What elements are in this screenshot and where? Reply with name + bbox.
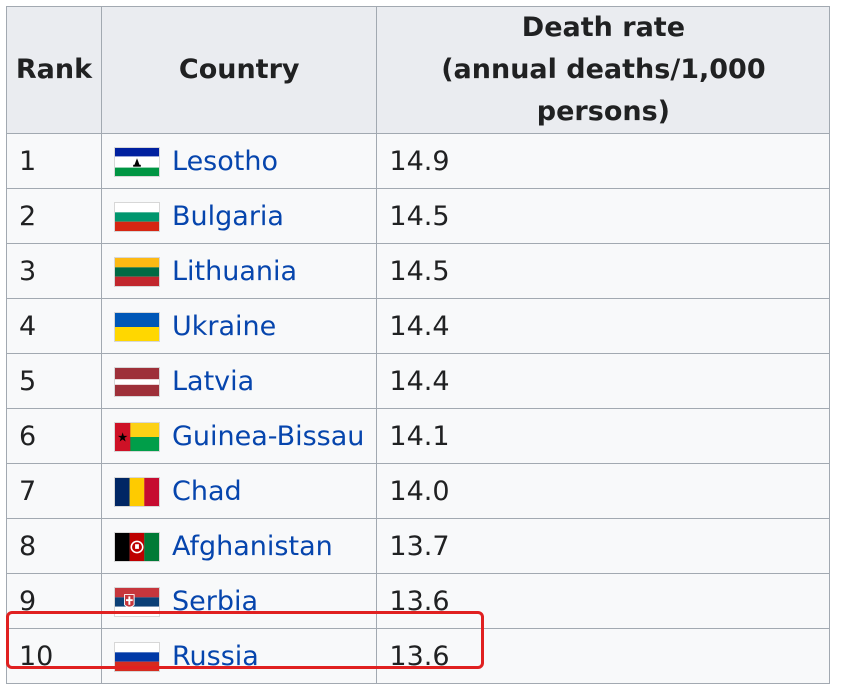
table-row: 6 Guinea-Bissau 14.1 [6, 408, 831, 464]
ukraine-flag-icon [114, 311, 160, 342]
death-rate-header-line1: Death rate [521, 12, 686, 43]
table-row: 2 Bulgaria 14.5 [6, 188, 831, 244]
table-row: 4 Ukraine 14.4 [6, 298, 831, 354]
table-header-row: Rank Country Death rate (annual deaths/1… [6, 6, 831, 134]
death-rate-cell: 13.6 [376, 628, 831, 684]
death-rate-cell: 14.5 [376, 188, 831, 244]
rank-cell: 8 [6, 518, 102, 574]
table-row: 7 Chad 14.0 [6, 463, 831, 519]
russia-flag-icon [114, 641, 160, 672]
country-cell: Lithuania [100, 243, 378, 299]
rank-cell: 1 [6, 133, 102, 189]
table-row: 8 Afghanistan 13.7 [6, 518, 831, 574]
country-cell: Guinea-Bissau [100, 408, 378, 464]
lesotho-flag-icon [114, 146, 160, 177]
country-link-russia[interactable]: Russia [172, 641, 259, 672]
country-link-lithuania[interactable]: Lithuania [172, 256, 298, 287]
rank-cell: 2 [6, 188, 102, 244]
death-rate-cell: 13.6 [376, 573, 831, 629]
rank-cell: 4 [6, 298, 102, 354]
death-rate-cell: 14.4 [376, 298, 831, 354]
country-cell: Serbia [100, 573, 378, 629]
country-link-serbia[interactable]: Serbia [172, 586, 259, 617]
bulgaria-flag-icon [114, 201, 160, 232]
rank-cell: 3 [6, 243, 102, 299]
death-rate-cell: 14.9 [376, 133, 831, 189]
country-link-bulgaria[interactable]: Bulgaria [172, 201, 284, 232]
country-link-ukraine[interactable]: Ukraine [172, 311, 277, 342]
country-cell: Latvia [100, 353, 378, 409]
guinea-bissau-flag-icon [114, 421, 160, 452]
death-rate-table: Rank Country Death rate (annual deaths/1… [6, 6, 831, 684]
rank-cell: 9 [6, 573, 102, 629]
rank-cell: 6 [6, 408, 102, 464]
country-cell: Bulgaria [100, 188, 378, 244]
rank-cell: 10 [6, 628, 102, 684]
latvia-flag-icon [114, 366, 160, 397]
afghanistan-flag-icon [114, 531, 160, 562]
death-rate-cell: 13.7 [376, 518, 831, 574]
death-rate-cell: 14.4 [376, 353, 831, 409]
death-rate-cell: 14.0 [376, 463, 831, 519]
rank-cell: 7 [6, 463, 102, 519]
country-link-chad[interactable]: Chad [172, 476, 242, 507]
country-cell: Ukraine [100, 298, 378, 354]
country-column-header[interactable]: Country [100, 6, 378, 134]
country-cell: Lesotho [100, 133, 378, 189]
country-cell: Chad [100, 463, 378, 519]
country-link-guinea-bissau[interactable]: Guinea-Bissau [172, 421, 365, 452]
table-row: 1 Lesotho 14.9 [6, 133, 831, 189]
country-link-afghanistan[interactable]: Afghanistan [172, 531, 333, 562]
country-link-latvia[interactable]: Latvia [172, 366, 255, 397]
death-rate-cell: 14.1 [376, 408, 831, 464]
rank-column-header[interactable]: Rank [6, 6, 102, 134]
chad-flag-icon [114, 476, 160, 507]
country-link-lesotho[interactable]: Lesotho [172, 146, 278, 177]
death-rate-table-wrapper: Rank Country Death rate (annual deaths/1… [6, 6, 831, 684]
serbia-flag-icon [114, 586, 160, 617]
lithuania-flag-icon [114, 256, 160, 287]
country-cell: Russia [100, 628, 378, 684]
death-rate-cell: 14.5 [376, 243, 831, 299]
table-row-highlighted: 10 Russia 13.6 [6, 628, 831, 684]
table-row: 3 Lithuania 14.5 [6, 243, 831, 299]
death-rate-header-line2: (annual deaths/1,000 persons) [441, 54, 766, 127]
country-cell: Afghanistan [100, 518, 378, 574]
table-row: 5 Latvia 14.4 [6, 353, 831, 409]
death-rate-column-header[interactable]: Death rate (annual deaths/1,000 persons) [376, 6, 831, 134]
table-row: 9 Serbia 13.6 [6, 573, 831, 629]
rank-cell: 5 [6, 353, 102, 409]
